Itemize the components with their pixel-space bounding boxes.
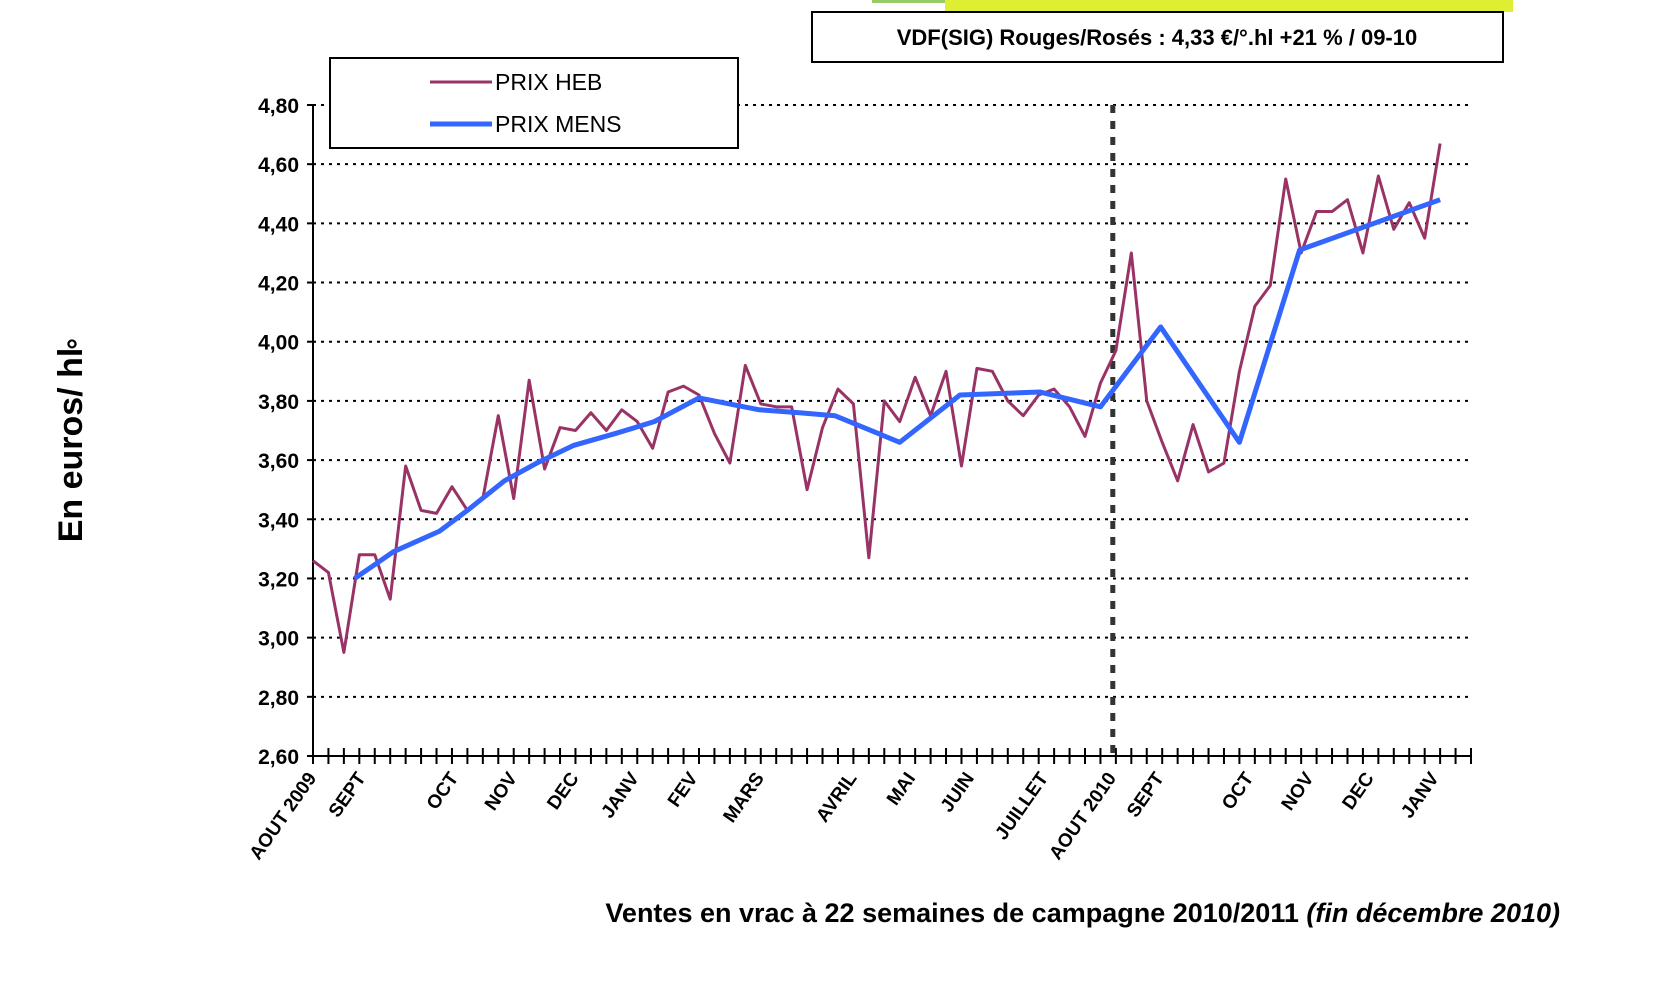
x-tick-label: SEPT <box>325 769 371 822</box>
x-axis-label-note: (fin décembre 2010) <box>1306 898 1560 928</box>
y-tick-label: 3,60 <box>258 450 299 473</box>
y-tick-label: 3,20 <box>258 568 299 591</box>
y-tick-label: 3,40 <box>258 509 299 532</box>
x-tick-label: JANV <box>598 769 644 823</box>
y-tick-label: 2,60 <box>258 746 299 769</box>
x-axis-label-main: Ventes en vrac à 22 semaines de campagne… <box>605 898 1298 928</box>
x-tick-label: NOV <box>1278 769 1319 815</box>
y-tick-label: 3,00 <box>258 628 299 651</box>
x-tick-label: SEPT <box>1123 769 1169 822</box>
x-tick-label: JUILLET <box>992 769 1054 844</box>
title-box <box>811 11 1504 63</box>
x-tick-label: NOV <box>481 769 522 815</box>
legend-label: PRIX HEB <box>495 69 602 95</box>
y-tick-label: 4,80 <box>258 95 299 118</box>
y-tick-label: 4,60 <box>258 154 299 177</box>
legend-label: PRIX MENS <box>495 111 622 137</box>
series-line <box>353 197 1441 581</box>
x-tick-label: DEC <box>1339 769 1379 814</box>
x-tick-label: DEC <box>543 769 583 814</box>
chart-title: VDF(SIG) Rouges/Rosés : 4,33 €/°.hl +21 … <box>897 25 1417 50</box>
y-tick-label: 4,00 <box>258 332 299 355</box>
decor-bar <box>945 0 1513 12</box>
x-tick-label: MARS <box>720 769 769 827</box>
x-tick-label: AOUT 2009 <box>246 769 321 864</box>
x-tick-label: MAI <box>883 769 920 810</box>
decor-bar <box>872 0 947 3</box>
y-axis-label-mark: ° <box>66 334 78 367</box>
x-axis-label: Ventes en vrac à 22 semaines de campagne… <box>605 898 1560 928</box>
legend-box <box>329 57 739 149</box>
y-tick-label: 2,80 <box>258 687 299 710</box>
x-tick-label: OCT <box>423 769 463 814</box>
x-tick-label: AOUT 2010 <box>1046 769 1121 864</box>
y-tick-label: 3,80 <box>258 391 299 414</box>
y-tick-label: 4,40 <box>258 213 299 236</box>
y-axis-label: En euros/ hl <box>52 348 90 543</box>
x-tick-label: FEV <box>664 769 703 812</box>
x-tick-label: OCT <box>1218 769 1258 814</box>
x-tick-label: JANV <box>1397 769 1443 823</box>
x-tick-label: AVRIL <box>812 769 861 827</box>
x-tick-label: JUIN <box>937 769 979 817</box>
y-tick-label: 4,20 <box>258 273 299 296</box>
series-line <box>312 143 1442 654</box>
